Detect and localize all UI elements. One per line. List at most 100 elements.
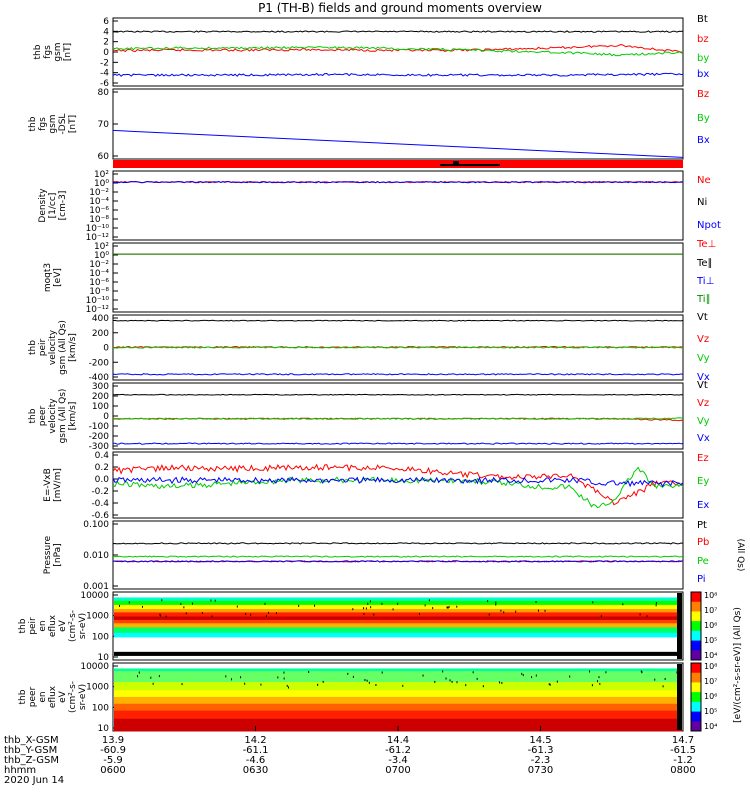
colorbar-segment [691,682,701,693]
colorbar-tick: 10⁷ [704,677,717,686]
x-axis-value: 0630 [243,765,268,776]
x-axis-value: 14.5 [529,735,551,746]
x-axis-value: -1.2 [673,755,693,766]
spectrogram-band [114,668,682,672]
y-tick-label: 10² [94,170,109,180]
series-Pt [112,542,684,545]
legend-entry: Vx [697,433,710,444]
spectrogram-band [114,682,682,691]
y-tick-label: 0.001 [83,582,109,592]
y-tick-label: 400 [92,314,109,324]
spectrogram-speck [646,615,648,618]
spectrogram-band [114,609,682,613]
legend-note: (All Qs) [735,539,745,572]
y-axis-label: (cm²-s- [68,610,78,642]
x-axis-value: 0600 [100,765,125,776]
panel-mode-bar [113,160,683,168]
y-tick-label: 10⁻¹⁰ [86,296,110,306]
y-tick-label: 10 [98,724,110,734]
legend-entry: Ex [697,500,709,511]
series-Ey [112,466,684,509]
spectrogram-speck [363,607,365,610]
colorbar-segment [691,611,701,622]
spectrogram-speck [605,671,607,674]
legend-entry: Ti⊥ [696,276,714,287]
spectrogram-speck [322,680,324,683]
colorbar-tick: 10⁷ [704,606,717,615]
spectrogram-speck [250,613,252,616]
y-tick-label: 10² [94,242,109,252]
y-tick-label: -200 [89,358,110,368]
panel-frame [112,520,684,590]
y-tick-label: 0.010 [83,551,109,561]
y-tick-label: 1000 [86,612,109,622]
spectrogram-band [114,604,682,610]
colorbar-segment [691,701,701,713]
legend-entry: Vy [697,416,710,427]
y-tick-label: 70 [98,120,110,130]
spectrogram-speck [236,605,238,608]
panel-efield: E=-VxB [mV/m] 0.4 0.2 0.0 -0.2 -0.4 -0.6 Ez Ey Ex [43,451,709,521]
legend-entry: Vt [697,380,708,391]
series-by [113,45,684,57]
spectrogram-speck [639,613,641,616]
spectrogram-speck [446,606,448,609]
spectrogram-band [114,671,682,683]
y-axis-label: velocity [48,329,58,365]
y-axis-label: thb [28,340,38,355]
spectrogram-speck [442,670,444,673]
spectrogram-speck [482,685,484,688]
y-tick-label: -0.4 [91,499,109,509]
y-axis-label: thb [18,618,28,633]
spectrogram-speck [428,599,430,602]
spectrogram-speck [180,602,182,605]
y-tick-label: 0.0 [95,475,110,485]
y-tick-label: 10000 [80,662,109,672]
y-tick-label: -2 [100,58,109,68]
y-axis-label: peir [28,617,38,635]
y-axis-label: [1/cc] [48,193,58,219]
spectrogram-speck [655,602,657,605]
spectrogram-band [114,651,682,656]
y-axis-label: en [38,691,48,702]
colorbar-segment [691,672,701,683]
panel-temperature: moqt3 [eV] 10²10⁰10⁻²10⁻⁴10⁻⁶10⁻⁸10⁻¹⁰10⁻¹… [43,239,716,315]
spectrogram-speck [495,601,497,604]
spectrogram-speck [495,603,497,606]
spectrogram-speck [137,675,139,678]
spectrogram-speck [366,679,368,682]
y-tick-label: 10⁻¹⁰ [86,224,110,234]
colorbar-segment [691,601,701,612]
y-tick-label: 200 [92,329,109,339]
y-tick-label: 10⁻¹² [86,233,110,243]
y-tick-label: 10⁻⁸ [89,215,109,225]
y-axis-label: gsm (All Qs) [58,320,68,375]
colorbar-segment [691,640,701,651]
colorbar-segment [691,630,701,642]
y-axis-label: peer [38,405,48,426]
y-tick-label: 100 [92,632,109,642]
panel-peer-spectrogram: thb peer en eflux eV (cm²-s-sr-eV) 10000 1000 10… [18,662,684,734]
spectrogram-speck [308,670,310,673]
spectrogram-speck [138,671,140,674]
spectrogram-speck [365,607,367,610]
spectrogram-speck [503,611,505,614]
mode-bar-mark [453,161,459,164]
colorbar-segment [691,592,701,603]
spectrogram-speck [447,606,449,609]
spectrogram-band [114,619,682,624]
colorbar-tick: 10⁴ [704,722,717,731]
colorbar-tick: 10⁴ [704,651,717,660]
spectrogram-speck [597,680,599,683]
x-axis-value: -61.5 [670,745,696,756]
y-tick-label: 60 [98,152,110,162]
colorbar-tick: 10⁶ [704,692,717,701]
y-tick-label: -200 [89,432,110,442]
spectrogram-edge [677,593,682,659]
y-tick-label: -0.2 [91,487,109,497]
legend-entry: Npot [697,220,721,231]
spectrogram-speck [569,675,571,678]
colorbar-segment [691,721,701,732]
legend-entry: Vy [697,353,710,364]
spectrogram-band [114,597,682,602]
